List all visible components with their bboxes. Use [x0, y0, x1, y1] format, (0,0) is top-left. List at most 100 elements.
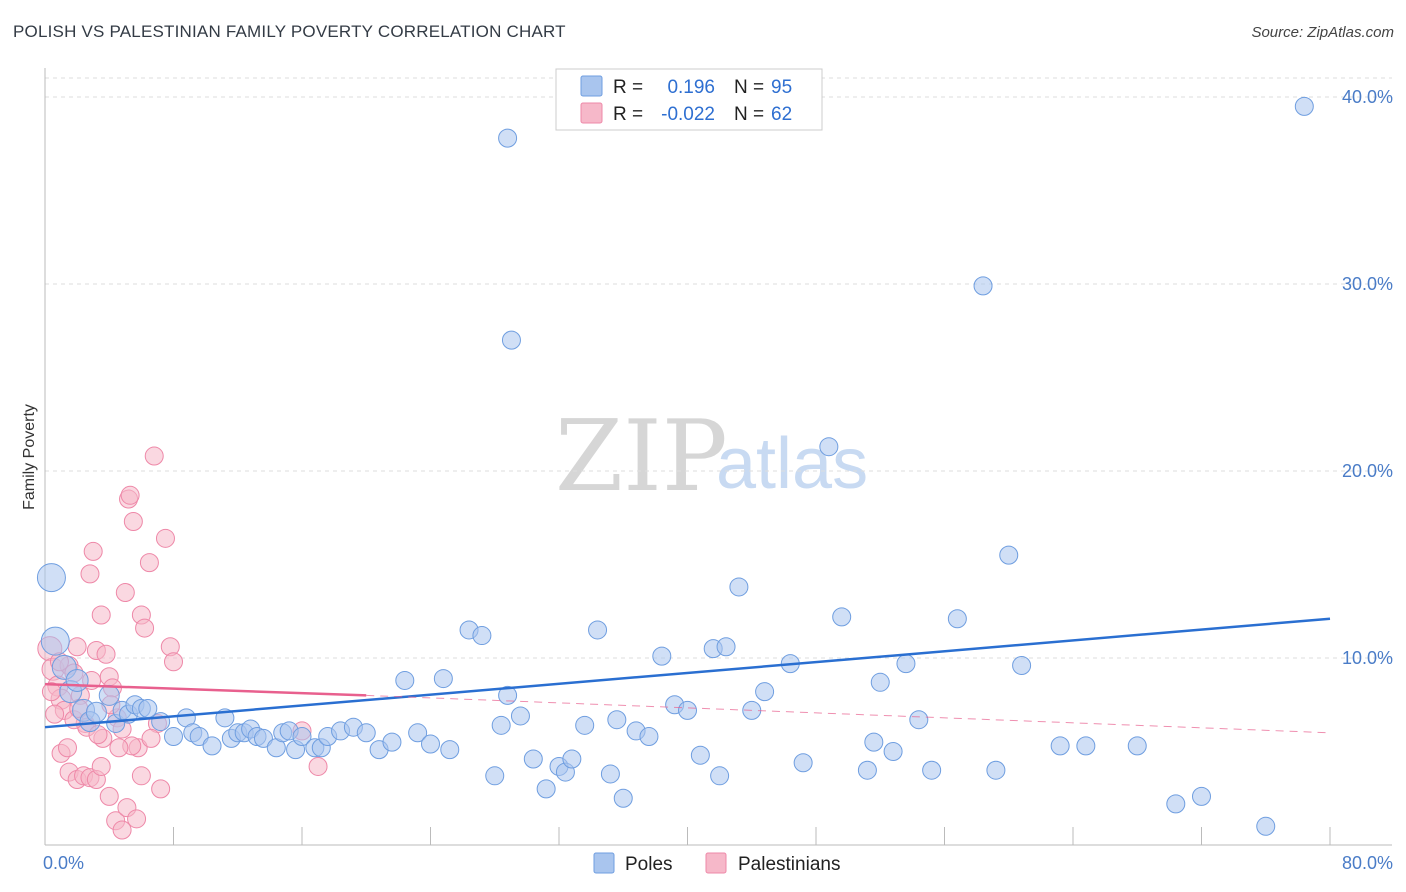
source-credit: Source: ZipAtlas.com [1251, 24, 1394, 41]
palestinians-point-25 [139, 553, 159, 573]
poles-point-98 [501, 330, 521, 350]
x-tick-label-start: 0.0% [43, 853, 84, 873]
bottom-legend-label-poles: Poles [625, 854, 673, 875]
poles-point-92 [1127, 736, 1147, 756]
watermark-zip: ZIP [555, 400, 728, 514]
poles-point-43 [421, 734, 440, 754]
y-tick-label-20: 20.0% [1342, 461, 1393, 481]
poles-point-61 [613, 788, 633, 808]
palestinians-point-24 [135, 618, 155, 638]
poles-point-49 [491, 715, 511, 735]
poles-point-91 [1076, 736, 1096, 756]
legend-r-value-palestinians: -0.022 [661, 104, 715, 125]
palestinians-point-39 [99, 786, 119, 806]
poles-point-32 [292, 727, 312, 747]
poles-point-96 [1294, 96, 1314, 116]
palestinians-point-21 [123, 511, 143, 531]
poles-point-47 [472, 626, 492, 646]
x-tick-label-end: 80.0% [1342, 853, 1393, 873]
palestinians-point-47 [57, 738, 77, 758]
poles-point-19 [189, 727, 209, 747]
poles-point-73 [755, 682, 775, 702]
palestinians-point-61 [120, 485, 140, 505]
poles-point-70 [716, 637, 736, 657]
poles-point-20 [202, 736, 222, 756]
y-axis-label: Family Poverty [21, 404, 38, 510]
palestinians-points [37, 446, 328, 840]
poles-point-42 [408, 723, 428, 743]
poles-point-80 [870, 672, 890, 692]
poles-point-44 [433, 669, 453, 689]
poles-point-15 [151, 712, 171, 732]
poles-point-52 [523, 749, 543, 769]
legend-swatch-poles [580, 75, 603, 97]
palestinians-point-10 [80, 564, 100, 584]
palestinians-point-41 [112, 820, 132, 840]
palestinians-point-53 [308, 756, 328, 776]
poles-point-50 [498, 685, 518, 705]
poles-point-7 [85, 701, 107, 723]
legend-n-label-poles: N = [734, 77, 764, 98]
correlation-legend: R = 0.196 N = 95 R = -0.022 N = 62 [555, 68, 823, 131]
palestinians-trend-extension [366, 694, 1331, 734]
poles-point-66 [678, 700, 697, 720]
watermark-atlas: atlas [716, 424, 868, 504]
poles-point-79 [864, 732, 884, 752]
legend-n-value-palestinians: 62 [771, 104, 792, 125]
legend-n-label-palestinians: N = [734, 104, 764, 125]
poles-point-81 [883, 742, 903, 761]
bottom-legend-swatch-poles [593, 852, 615, 874]
legend-r-label-poles: R = [613, 77, 643, 98]
palestinians-point-31 [164, 652, 183, 672]
palestinians-point-38 [91, 756, 111, 776]
y-tick-label-40: 40.0% [1342, 87, 1393, 107]
palestinians-point-50 [109, 738, 129, 758]
poles-point-8 [98, 684, 120, 706]
poles-points [36, 96, 1314, 836]
palestinians-point-45 [131, 766, 151, 786]
tick-labels: 10.0% 20.0% 30.0% 40.0% 0.0% 80.0% [43, 87, 1393, 873]
poles-point-60 [607, 710, 627, 730]
poles-point-45 [440, 740, 460, 760]
poles-trend-line [44, 617, 1331, 729]
poles-point-90 [1050, 736, 1070, 756]
poles-point-82 [896, 654, 916, 674]
poles-point-93 [1166, 794, 1186, 814]
y-tick-label-30: 30.0% [1342, 274, 1393, 294]
poles-point-58 [588, 620, 608, 640]
legend-r-label-palestinians: R = [613, 104, 643, 125]
poles-point-77 [832, 607, 852, 627]
axes [44, 68, 1392, 846]
poles-point-0 [36, 563, 66, 593]
poles-point-69 [710, 766, 730, 786]
poles-point-83 [909, 710, 929, 730]
palestinians-point-28 [151, 779, 171, 799]
palestinians-point-29 [155, 528, 175, 548]
poles-point-67 [690, 745, 710, 765]
poles-point-59 [600, 764, 620, 784]
palestinians-point-7 [67, 637, 87, 657]
poles-point-85 [947, 609, 967, 629]
palestinians-trend-line [44, 682, 367, 697]
poles-point-89 [1012, 655, 1032, 675]
poles-point-38 [356, 723, 376, 743]
palestinians-point-13 [91, 605, 111, 625]
poles-point-76 [819, 437, 839, 457]
poles-point-56 [562, 749, 582, 769]
bottom-legend-swatch-palestinians [705, 852, 727, 874]
y-tick-label-10: 10.0% [1342, 648, 1393, 668]
legend-swatch-palestinians [580, 102, 603, 124]
poles-point-1 [40, 626, 70, 656]
palestinians-point-19 [115, 583, 135, 603]
palestinians-point-14 [96, 644, 116, 664]
series-legend: Poles Palestinians [593, 852, 840, 875]
palestinians-point-44 [127, 809, 147, 829]
trend-lines [44, 617, 1331, 734]
poles-point-87 [986, 760, 1006, 780]
poles-point-27 [253, 728, 273, 748]
poles-point-63 [639, 727, 659, 747]
poles-point-40 [382, 732, 402, 752]
poles-point-51 [510, 706, 530, 726]
poles-point-86 [973, 276, 993, 296]
